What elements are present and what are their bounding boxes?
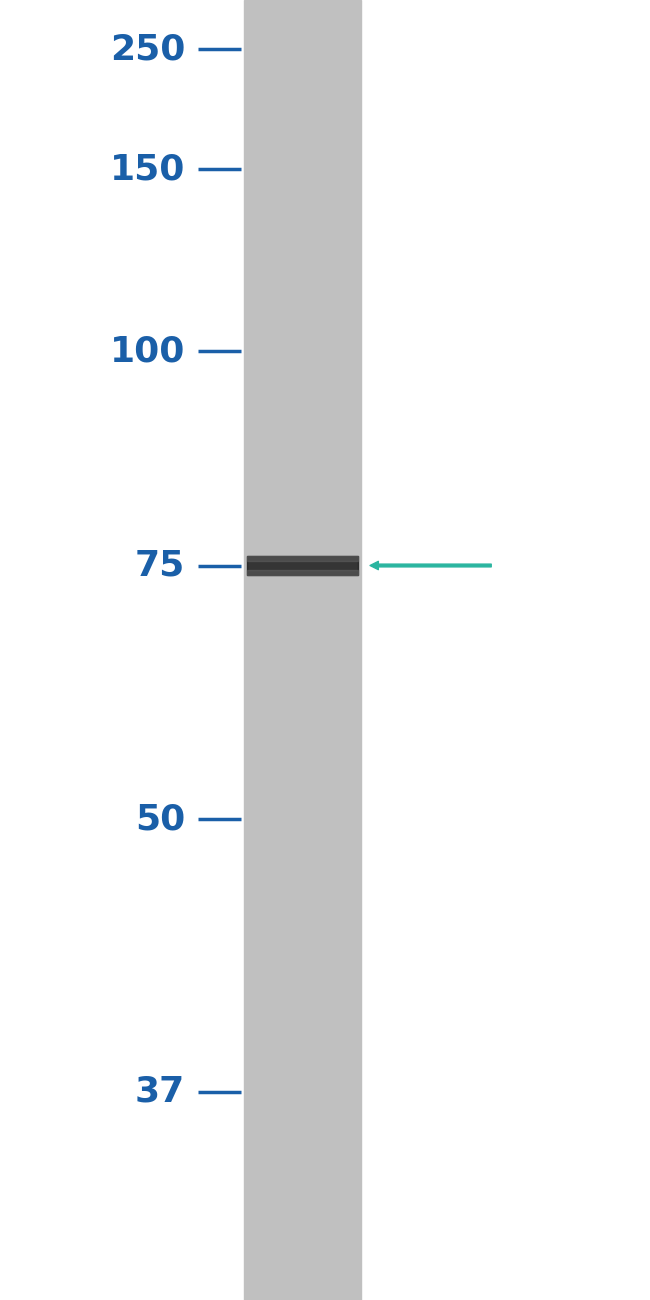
Text: 100: 100: [110, 334, 185, 368]
Text: 150: 150: [110, 152, 185, 186]
Text: 250: 250: [110, 32, 185, 66]
Bar: [247, 556, 358, 575]
Text: 37: 37: [135, 1075, 185, 1109]
Bar: [247, 556, 358, 562]
Bar: [244, 0, 361, 1300]
Text: 75: 75: [135, 549, 185, 582]
Bar: [247, 569, 358, 575]
Text: 50: 50: [135, 802, 185, 836]
